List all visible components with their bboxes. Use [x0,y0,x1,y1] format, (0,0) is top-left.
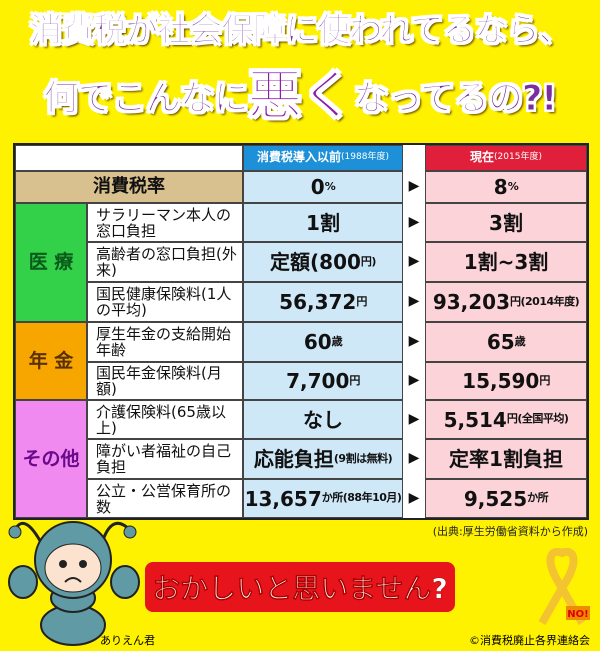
after-value-text: 定率1割負担 [449,447,563,471]
tax-rate-label: 消費税率 [15,171,243,203]
category-other: その他 [15,400,87,518]
arrow-icon: ▶ [403,400,425,439]
after-value-text: 93,203 [432,290,510,314]
before-value: 7,700 円 [243,362,403,400]
row-label: 高齢者の窓口負担(外来) [87,242,243,282]
after-unit: 円(2014年度) [510,294,580,308]
ribbon-label: NO! [567,609,588,620]
mascot-arien-kun [8,521,140,646]
row-label: 国民年金保険料(月額) [87,362,243,400]
before-value: 60 歳 [243,322,403,362]
row-label: 厚生年金の支給開始年齢 [87,322,243,362]
headline-part: なってるの?! [353,79,558,119]
before-unit: % [324,179,336,193]
before-unit: か所(88年10月) [321,491,402,505]
before-value: 13,657 か所(88年10月) [243,479,403,518]
after-value-text: 8 [493,175,508,199]
after-header: 現在 (2015年度) [425,145,587,171]
before-header-note: (1988年度) [341,152,389,163]
before-value: 1割 [243,203,403,242]
before-value-text: 7,700 [286,369,350,393]
after-unit: 円(全国平均) [506,412,569,426]
arrow-glyph: ▶ [408,489,420,506]
arrow-glyph: ▶ [408,333,420,350]
arrow-glyph: ▶ [408,450,420,467]
after-value-text: 65 [486,330,515,354]
arrow-icon: ▶ [403,362,425,400]
after-header-note: (2015年度) [494,152,542,163]
copyright: ©消費税廃止各界連絡会 [469,634,590,647]
row-label: 公立・公営保育所の数 [87,479,243,518]
after-value: 9,525 か所 [425,479,587,518]
after-value-text: 15,590 [462,369,540,393]
before-value: 応能負担 (9割は無料) [243,439,403,479]
comparison-table: 消費税導入以前 (1988年度) 現在 (2015年度) 消費税率 医 療 年 金 … [13,143,589,520]
after-unit: % [507,179,519,193]
after-value-text: 3割 [489,210,523,235]
after-header-label: 現在 [470,150,495,165]
category-pension: 年 金 [15,322,87,400]
row-label: サラリーマン本人の窓口負担 [87,203,243,242]
after-value: 15,590 円 [425,362,587,400]
yellow-ribbon-icon: NO! [538,548,590,625]
arrow-glyph: ▶ [408,410,420,427]
before-header-label: 消費税導入以前 [257,150,342,165]
before-value: 0% [243,171,403,203]
headline-line-1: 消費税が社会保障に使われてるなら、 [29,10,572,49]
after-value: 93,203 円(2014年度) [425,282,587,322]
row-label: 障がい者福祉の自己負担 [87,439,243,479]
headline-line-2: 何でこんなに悪くなってるの?! [0,64,600,127]
before-unit: 円) [360,254,377,268]
speech-bubble: おかしいと思いません? [145,562,455,612]
arrow-icon: ▶ [403,439,425,479]
before-value-text: 60 [303,330,332,354]
before-header: 消費税導入以前 (1988年度) [243,145,403,171]
blank-header [15,145,243,171]
after-unit: 円 [539,373,550,387]
arrow-glyph: ▶ [408,372,420,389]
after-value: 3割 [425,203,587,242]
category-medical: 医 療 [15,203,87,322]
before-value-text: 0 [310,175,325,199]
before-value: なし [243,400,403,439]
before-value: 定額(800 円) [243,242,403,282]
before-value: 56,372 円 [243,282,403,322]
headline-emphasis: 悪く [247,64,355,127]
after-value: 1割~3割 [425,242,587,282]
after-value: 定率1割負担 [425,439,587,479]
mascot-name: ありえん君 [100,634,155,647]
before-unit: 円 [356,294,367,308]
after-unit: 歳 [514,334,526,348]
after-value-text: 1割~3割 [463,250,549,274]
before-unit: 歳 [331,334,343,348]
before-value-text: なし [303,407,343,432]
row-label: 介護保険料(65歳以上) [87,400,243,439]
arrow-icon: ▶ [403,282,425,322]
after-value: 5,514 円(全国平均) [425,400,587,439]
before-value-text: 定額(800 [270,250,361,274]
headline-part: 何でこんなに [43,79,249,119]
after-value-text: 9,525 [463,486,528,511]
after-unit: か所 [527,491,549,505]
before-value-text: 56,372 [279,290,357,314]
row-label: 国民健康保険料(1人の平均) [87,282,243,322]
arrow-icon: ▶ [403,203,425,242]
source-note: (出典:厚生労働省資料から作成) [432,525,588,538]
arrow-glyph: ▶ [408,253,420,270]
after-value-text: 5,514 [443,407,507,432]
arrow-glyph: ▶ [408,213,420,230]
before-value-text: 応能負担 [253,447,334,471]
before-value-text: 1割 [306,210,340,235]
arrow-icon: ▶ [403,242,425,282]
before-value-text: 13,657 [244,486,322,511]
arrow-glyph: ▶ [408,293,420,310]
arrow-icon: ▶ [403,322,425,362]
after-value: 8% [425,171,587,203]
before-unit: (9割は無料) [333,451,393,465]
arrow-icon: ▶ [403,171,425,203]
after-value: 65 歳 [425,322,587,362]
before-unit: 円 [349,373,360,387]
arrow-icon: ▶ [403,479,425,518]
arrow-glyph: ▶ [408,178,420,195]
